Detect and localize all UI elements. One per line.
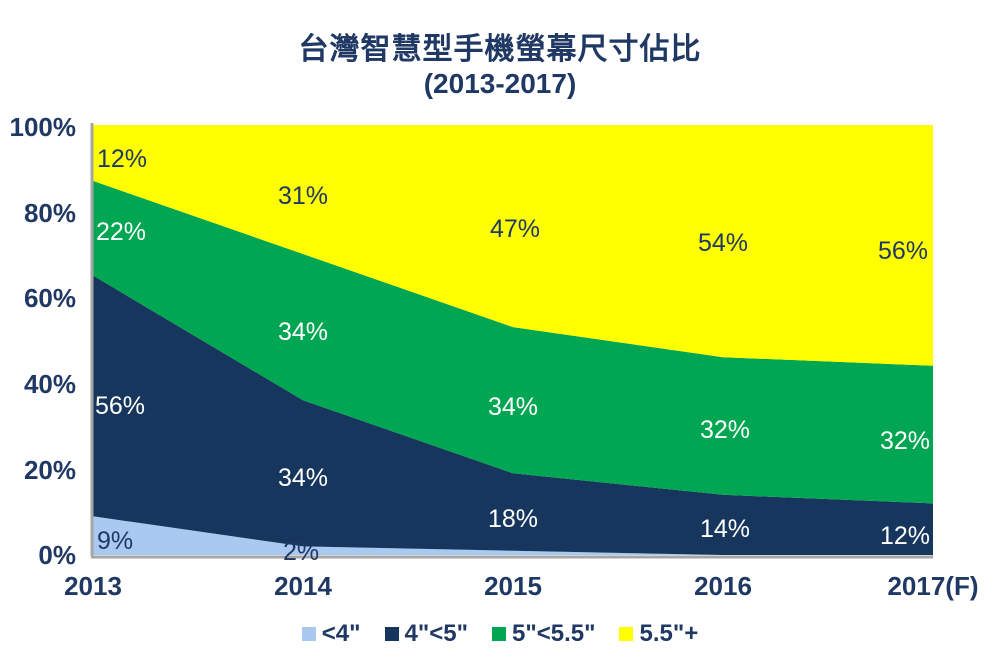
- legend-item-4to5: 4"<5": [384, 620, 468, 648]
- legend-label: 4"<5": [404, 620, 468, 647]
- data-label: 2%: [283, 538, 320, 566]
- data-label: 34%: [278, 464, 329, 492]
- y-axis-tick-label: 60%: [23, 283, 76, 313]
- x-axis-tick-label: 2017(F): [887, 571, 979, 601]
- data-label: 22%: [96, 218, 147, 246]
- legend-swatch-lt4-icon: [301, 627, 316, 641]
- data-label: 56%: [878, 237, 929, 265]
- area-series-0: [93, 516, 933, 555]
- legend-swatch-4to5-icon: [384, 627, 399, 641]
- data-label: 32%: [700, 416, 751, 444]
- data-label: 34%: [488, 393, 539, 421]
- x-axis-tick-label: 2016: [694, 571, 752, 601]
- data-label: 9%: [97, 527, 134, 555]
- legend-label: 5.5"+: [639, 620, 699, 647]
- x-axis-tick-label: 2015: [484, 571, 542, 601]
- data-label: 54%: [698, 229, 749, 257]
- legend-item-55plus: 5.5"+: [619, 620, 698, 648]
- data-label: 32%: [880, 427, 931, 455]
- data-label: 34%: [278, 318, 329, 346]
- data-label: 56%: [95, 392, 146, 420]
- area-series-1: [93, 275, 933, 555]
- data-label: 12%: [880, 522, 931, 550]
- legend-item-5to55: 5"<5.5": [491, 620, 596, 648]
- data-label: 12%: [97, 145, 148, 173]
- area-series-3: [93, 125, 933, 366]
- area-series-2: [93, 180, 933, 504]
- legend-swatch-5to55-icon: [491, 627, 506, 641]
- legend-label: <4": [321, 620, 361, 647]
- data-label: 18%: [488, 505, 539, 533]
- data-label: 31%: [278, 182, 329, 210]
- chart-title: 台灣智慧型手機螢幕尺寸佔比: [298, 33, 702, 66]
- x-axis-tick-label: 2013: [64, 571, 122, 601]
- y-axis-tick-label: 80%: [23, 198, 76, 228]
- legend-label: 5"<5.5": [511, 620, 596, 647]
- legend-item-lt4: <4": [301, 620, 361, 648]
- y-axis-tick-label: 40%: [23, 369, 76, 399]
- y-axis-tick-label: 100%: [9, 112, 77, 142]
- legend: <4" 4"<5" 5"<5.5" 5.5"+: [0, 620, 1000, 648]
- data-label: 14%: [700, 515, 751, 543]
- area-series-group: [93, 125, 933, 555]
- y-axis-tick-label: 0%: [38, 540, 76, 570]
- legend-swatch-55plus-icon: [619, 627, 634, 641]
- y-axis-tick-label: 20%: [23, 455, 76, 485]
- data-label: 47%: [490, 215, 541, 243]
- x-axis-tick-label: 2014: [274, 571, 332, 601]
- chart-subtitle: (2013-2017): [423, 68, 577, 99]
